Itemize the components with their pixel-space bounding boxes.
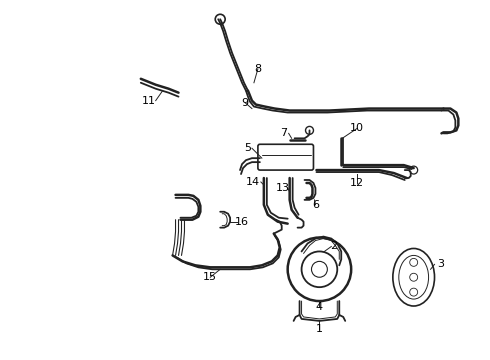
Text: 14: 14 [246, 177, 260, 187]
Text: 11: 11 [142, 96, 156, 105]
Text: 12: 12 [350, 178, 364, 188]
Text: 7: 7 [280, 129, 287, 138]
FancyBboxPatch shape [258, 144, 314, 170]
Text: 1: 1 [316, 324, 323, 334]
Text: 2: 2 [330, 242, 337, 252]
Ellipse shape [399, 255, 429, 299]
Text: 4: 4 [316, 302, 323, 312]
Text: 16: 16 [235, 217, 249, 227]
Text: 10: 10 [350, 123, 364, 134]
Text: 6: 6 [312, 200, 319, 210]
Text: 13: 13 [276, 183, 290, 193]
Text: 15: 15 [203, 272, 217, 282]
Text: 8: 8 [254, 64, 262, 74]
Text: 5: 5 [245, 143, 251, 153]
Text: 3: 3 [437, 259, 444, 269]
Text: 9: 9 [242, 98, 248, 108]
Ellipse shape [393, 248, 435, 306]
